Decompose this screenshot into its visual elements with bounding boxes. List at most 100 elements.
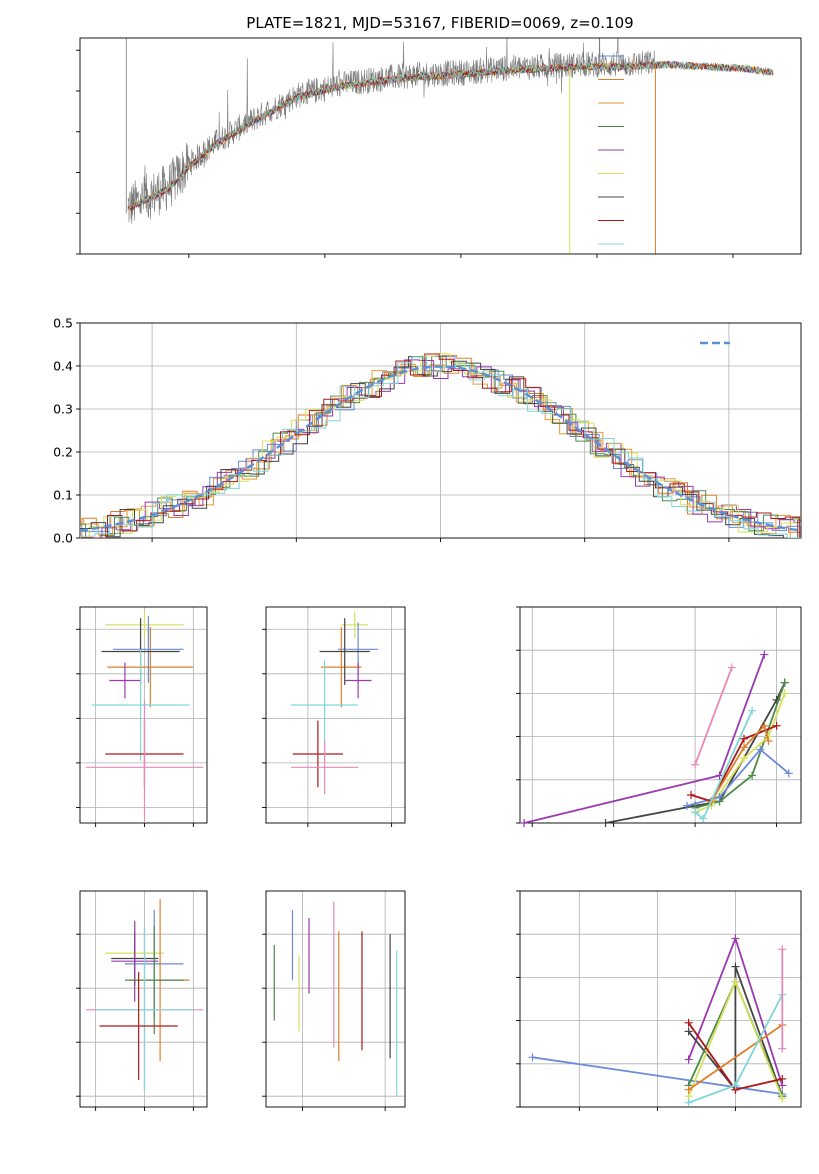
plus-marker (731, 934, 740, 943)
plus-marker (684, 1085, 693, 1094)
errorbar-point (111, 920, 159, 1002)
gridlines (80, 891, 207, 1107)
spectrum-lines (125, 38, 774, 254)
plus-marker (778, 1094, 787, 1103)
y-tick-label: 0.0 (53, 531, 73, 546)
plus-marker (731, 977, 740, 986)
plus-marker (715, 793, 724, 802)
histogram-4 (80, 359, 801, 538)
y-tick-label: 0.1 (53, 488, 73, 503)
errorbar-point (291, 740, 359, 795)
plus-marker (739, 743, 748, 752)
histogram-1 (80, 355, 801, 538)
weight-line-2 (687, 966, 784, 1097)
histogram-8 (80, 356, 801, 538)
panel-residuals: 0.0 0.1 0.2 0.3 0.4 0.5 (53, 316, 802, 546)
y-tick-label: 0.5 (53, 316, 73, 331)
errorbar-point (341, 611, 369, 639)
plus-marker (684, 1027, 693, 1036)
plus-marker (778, 1074, 787, 1083)
plus-marker (699, 814, 708, 823)
gridlines (266, 607, 405, 823)
weight-line-6 (690, 724, 777, 803)
plus-marker (760, 721, 769, 730)
plus-marker (691, 808, 700, 817)
panel-spectrum (76, 37, 802, 258)
weight-line-1 (523, 654, 766, 824)
errorbars (273, 901, 398, 1097)
y-tick-label: 0.4 (53, 359, 73, 374)
plot-frame (519, 890, 802, 1108)
panel-mass-weight-vs-z (516, 890, 802, 1111)
errorbar-point (109, 662, 141, 699)
weight-line-7 (710, 724, 770, 802)
observed-spectrum (127, 38, 656, 225)
y-tick-label: 0.3 (53, 402, 73, 417)
plus-marker (687, 790, 696, 799)
plot-frame (79, 606, 208, 824)
errorbar-point (344, 662, 372, 699)
plus-marker (682, 801, 691, 810)
plus-marker (727, 663, 736, 672)
weight-line-6 (688, 1024, 783, 1091)
weight-line-5 (686, 748, 790, 807)
plus-marker (756, 745, 765, 754)
gridlines (520, 890, 801, 1108)
errorbar-point (99, 972, 178, 1080)
plus-marker (778, 1044, 787, 1053)
errorbar-point (319, 618, 370, 685)
errorbar-point (107, 627, 194, 708)
plot-frame (265, 890, 406, 1108)
errorbar-point (105, 611, 184, 639)
errorbar-point (291, 660, 359, 750)
y-tick-label: 0.2 (53, 445, 73, 460)
errorbars (291, 611, 379, 795)
gridlines (266, 891, 405, 1107)
panel-age-vs-z (76, 606, 208, 827)
errorbar-point (113, 615, 184, 683)
plus-marker (760, 650, 769, 659)
plus-marker (739, 734, 748, 743)
model-spectrum-6 (127, 60, 774, 213)
plus-marker (731, 1081, 740, 1090)
plus-marker (748, 706, 757, 715)
errorbar-point (321, 627, 362, 708)
plot-frame (79, 322, 802, 539)
errorbar-point (85, 700, 204, 823)
histogram-7 (80, 353, 801, 538)
normal-curve (80, 365, 801, 532)
errorbar-point (292, 720, 344, 788)
plot-frame (519, 606, 802, 824)
plus-marker (780, 678, 789, 687)
panel-mass-weight-vs-age (516, 606, 802, 827)
plot-frame (79, 890, 208, 1108)
plus-marker (764, 736, 773, 745)
plus-marker (731, 962, 740, 971)
errorbar-point (95, 928, 194, 1091)
histogram-3 (80, 355, 801, 538)
weight-lines (528, 934, 787, 1107)
weight-lines (520, 650, 793, 827)
errorbar-point (124, 926, 184, 1035)
figure-title: PLATE=1821, MJD=53167, FIBERID=0069, z=0… (246, 14, 633, 32)
panel-mass-vs-ebv (262, 890, 406, 1111)
plot-frame (265, 606, 406, 824)
histograms (80, 353, 801, 538)
plot-frame (79, 37, 802, 255)
plus-marker (778, 945, 787, 954)
errorbars (85, 899, 204, 1091)
plus-marker (748, 771, 757, 780)
plus-marker (780, 689, 789, 698)
plus-marker (520, 819, 529, 827)
plus-marker (784, 769, 793, 778)
histogram-0 (80, 356, 801, 534)
model-spectrum-8 (127, 60, 774, 211)
weight-line-0 (694, 667, 733, 766)
plus-marker (684, 1055, 693, 1064)
plus-marker (691, 760, 700, 769)
plus-marker (772, 721, 781, 730)
panel-age-vs-mass (262, 606, 406, 827)
histogram-2 (80, 362, 801, 538)
plus-marker (684, 1018, 693, 1027)
